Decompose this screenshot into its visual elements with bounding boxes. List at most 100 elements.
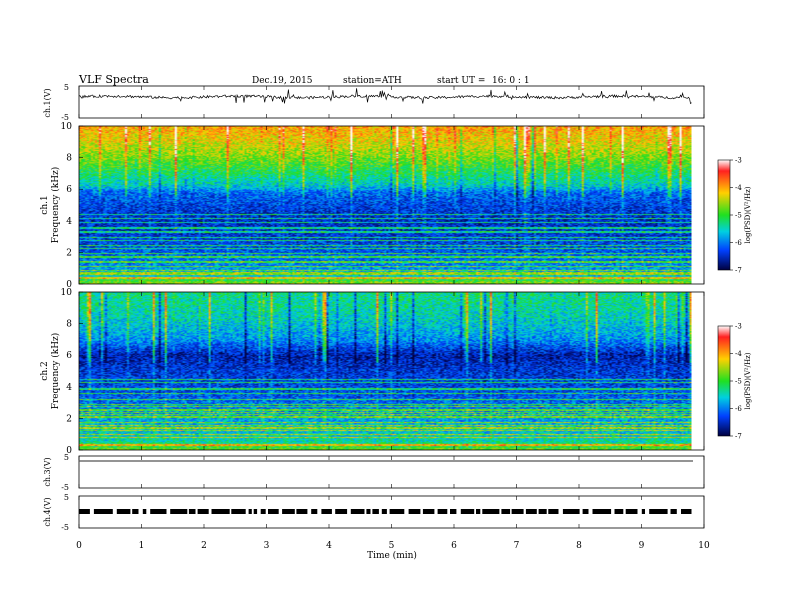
station-label: station=ATH xyxy=(343,76,402,86)
ch4-band-segment xyxy=(231,509,246,514)
ch3-ytick-neg5: -5 xyxy=(61,483,69,492)
ch4-band-segment xyxy=(511,509,524,514)
ch4-waveform-trace xyxy=(79,509,692,514)
ch2-colorbar: -3 -4 -5 -6 -7 log(PSD)(V²/Hz) xyxy=(717,323,752,441)
ch1-waveform-panel: ch.1(V) 5 -5 xyxy=(43,83,705,122)
ch1-waveform-trace xyxy=(78,88,692,105)
start-label: start UT = xyxy=(437,76,485,86)
ch1-colorbar-tick-label: -6 xyxy=(735,239,742,247)
ch4-band-segment xyxy=(562,509,580,514)
ch1-spectrogram-image xyxy=(79,126,692,284)
ch1-spectrogram-ytick-label: 2 xyxy=(66,248,72,258)
ch4-band-segment xyxy=(321,509,332,514)
ch2-colorbar-tick-label: -3 xyxy=(735,323,742,331)
ch4-band-segment xyxy=(476,509,481,514)
time-tick-label: 10 xyxy=(698,541,710,551)
ch4-band-segment xyxy=(350,509,365,514)
ch2-spectrogram-ytick-label: 6 xyxy=(66,351,72,361)
ch4-ylabel: ch.4(V) xyxy=(43,497,52,526)
ch1-colorbar: -3 -4 -5 -6 -7 log(PSD)(V²/Hz) xyxy=(717,157,752,275)
ch4-band-segment xyxy=(548,509,559,514)
ch2-spectrogram-ytick-label: 2 xyxy=(66,414,72,424)
date-label: Dec.19, 2015 xyxy=(252,76,313,86)
ch2-colorbar-ticks: -3 -4 -5 -6 -7 xyxy=(730,323,742,441)
ch2-spectrogram-ytick-label: 8 xyxy=(66,320,72,330)
ch1-spectrogram-ylabel-channel: ch.1 xyxy=(40,195,50,214)
ch1-ytick-5: 5 xyxy=(64,83,69,92)
ch4-band-segment xyxy=(150,509,167,514)
ch4-band-segment xyxy=(538,509,547,514)
ch2-spectrogram-image xyxy=(79,292,692,450)
ch2-colorbar-tick-label: -6 xyxy=(735,405,742,413)
ch4-band-segment xyxy=(681,509,692,514)
ch4-band-segment xyxy=(296,509,308,514)
ch1-ytick-neg5: -5 xyxy=(61,113,69,122)
figure-title: VLF Spectra xyxy=(78,73,149,86)
ch4-band-segment xyxy=(253,509,258,514)
ch4-band-segment xyxy=(670,509,677,514)
ch2-spectrogram-panel: ch.2 Frequency (kHz) 0 2 4 6 8 10 xyxy=(40,288,705,456)
ch4-band-segment xyxy=(170,509,188,514)
ch2-spectrogram-yticks: 0 2 4 6 8 10 xyxy=(61,288,83,456)
time-tick-label: 4 xyxy=(326,541,332,551)
ch1-spectrogram-ytick-label: 10 xyxy=(61,122,73,132)
ch4-band-segment xyxy=(116,509,131,514)
ch4-ytick-5: 5 xyxy=(64,493,69,502)
start-time-label: 16: 0 : 1 xyxy=(492,76,530,86)
ch4-band-segment xyxy=(641,509,645,514)
ch4-band-segment xyxy=(79,509,90,514)
ch4-band-segment xyxy=(389,509,405,514)
ch4-band-segment xyxy=(93,509,113,514)
ch2-spectrogram-ytick-label: 4 xyxy=(66,383,72,393)
ch1-spectrogram-yticks: 0 2 4 6 8 10 xyxy=(61,122,83,290)
ch4-band-segment xyxy=(248,509,252,514)
ch1-spectrogram-ytick-label: 4 xyxy=(66,217,72,227)
ch2-spectrogram-ylabel: Frequency (kHz) xyxy=(50,333,61,410)
ch4-band-segment xyxy=(132,509,139,514)
ch4-band-segment xyxy=(525,509,537,514)
time-tick-label: 8 xyxy=(576,541,582,551)
ch4-band-segment xyxy=(460,509,475,514)
ch4-band-segment xyxy=(482,509,500,514)
time-tick-label: 6 xyxy=(451,541,457,551)
ch2-spectrogram-ylabel-channel: ch.2 xyxy=(40,361,50,380)
ch4-band-segment xyxy=(592,509,612,514)
ch4-band-segment xyxy=(381,509,387,514)
ch4-band-segment xyxy=(372,509,379,514)
time-tick-label: 3 xyxy=(264,541,270,551)
ch4-band-segment xyxy=(211,509,230,514)
ch1-colorbar-ticks: -3 -4 -5 -6 -7 xyxy=(730,157,742,275)
time-axis-label: Time (min) xyxy=(367,550,417,561)
ch2-colorbar-tick-label: -7 xyxy=(735,433,742,441)
ch2-colorbar-tick-label: -4 xyxy=(735,350,742,358)
ch3-waveform-panel: ch.3(V) 5 -5 xyxy=(43,453,705,492)
ch1-spectrogram-panel: ch.1 Frequency (kHz) 0 2 4 6 8 10 xyxy=(40,122,705,290)
ch4-band-segment xyxy=(188,509,196,514)
time-tick-label: 0 xyxy=(76,541,82,551)
ch4-band-segment xyxy=(437,509,448,514)
ch2-colorbar-tick-label: -5 xyxy=(735,378,742,386)
ch3-ytick-5: 5 xyxy=(64,453,69,462)
time-tick-label: 5 xyxy=(389,541,395,551)
ch2-spectrogram-ytick-label: 10 xyxy=(61,288,73,298)
ch4-band-segment xyxy=(142,509,147,514)
ch4-ytick-neg5: -5 xyxy=(61,523,69,532)
ch1-colorbar-tick-label: -5 xyxy=(735,212,742,220)
ch1-spectrogram-ytick-label: 0 xyxy=(66,280,72,290)
ch1-colorbar-tick-label: -3 xyxy=(735,157,742,165)
ch4-waveform-panel: ch.4(V) 5 -5 xyxy=(43,493,705,532)
ch4-band-segment xyxy=(335,509,348,514)
time-tick-label: 9 xyxy=(639,541,645,551)
ch4-band-segment xyxy=(582,509,589,514)
ch4-band-segment xyxy=(268,509,279,514)
ch4-band-segment xyxy=(649,509,668,514)
ch4-band-segment xyxy=(260,509,266,514)
ch1-ylabel: ch.1(V) xyxy=(43,88,52,117)
ch4-band-segment xyxy=(197,509,209,514)
ch1-spectrogram-ytick-label: 8 xyxy=(66,154,72,164)
ch1-colorbar-label: log(PSD)(V²/Hz) xyxy=(744,186,752,243)
ch4-band-segment xyxy=(625,509,638,514)
ch4-band-segment xyxy=(422,509,435,514)
time-tick-label: 2 xyxy=(201,541,207,551)
